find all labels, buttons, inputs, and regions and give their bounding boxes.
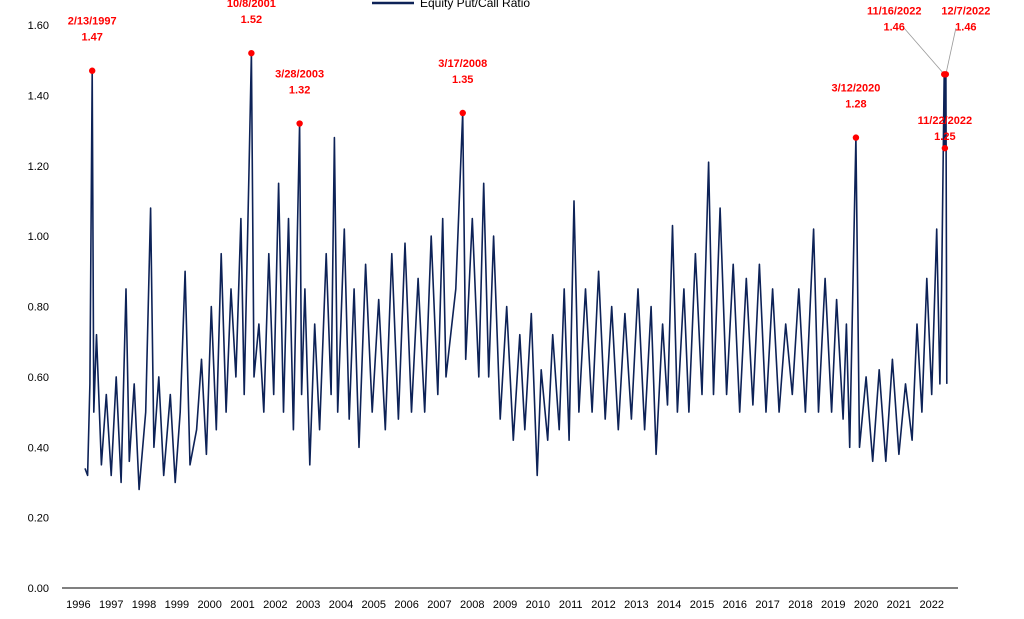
x-tick-label: 2003 [296, 599, 320, 611]
annotation-marker [942, 71, 950, 78]
annotation-leader-line [903, 28, 945, 75]
annotation-date-label: 2/13/1997 [68, 16, 117, 28]
x-tick-label: 1999 [165, 599, 189, 611]
y-tick-label: 1.40 [28, 90, 49, 102]
annotation-marker [296, 120, 303, 127]
x-tick-label: 1996 [66, 599, 90, 611]
x-tick-label: 2019 [821, 599, 845, 611]
x-tick-label: 1998 [132, 599, 156, 611]
y-tick-label: 0.20 [28, 513, 49, 525]
annotation-value-label: 1.46 [884, 21, 905, 33]
x-tick-label: 2017 [755, 599, 779, 611]
x-tick-label: 2020 [854, 599, 878, 611]
annotation-value-label: 1.47 [81, 32, 102, 44]
y-tick-label: 0.80 [28, 302, 49, 314]
annotation-leader-line [945, 28, 957, 75]
annotation-value-label: 1.28 [845, 99, 866, 111]
x-tick-label: 2008 [460, 599, 484, 611]
annotation-marker [459, 109, 466, 117]
x-tick-label: 2011 [559, 599, 583, 611]
x-tick-label: 2015 [690, 599, 714, 611]
annotation-value-label: 1.32 [289, 85, 310, 97]
annotation-date-label: 12/7/2022 [941, 5, 990, 17]
chart-legend: Equity Put/Call Ratio [372, 0, 530, 10]
x-tick-label: 2002 [263, 599, 287, 611]
y-tick-label: 0.60 [28, 372, 49, 384]
annotation-marker [852, 134, 860, 141]
x-tick-label: 2013 [624, 599, 648, 611]
annotation-value-label: 1.46 [955, 21, 976, 33]
x-tick-label: 2004 [329, 599, 353, 611]
annotation-marker [248, 49, 255, 57]
x-tick-label: 2014 [657, 599, 681, 611]
annotation-date-label: 11/22/2022 [918, 115, 972, 127]
x-tick-label: 2022 [920, 599, 944, 611]
x-tick-label: 2010 [526, 599, 550, 611]
annotation-date-label: 3/28/2003 [275, 69, 324, 81]
y-tick-label: 1.20 [28, 161, 49, 173]
x-tick-label: 2018 [788, 599, 812, 611]
series-group [84, 52, 948, 491]
y-tick-label: 1.00 [28, 231, 49, 243]
annotation-date-label: 3/12/2020 [831, 83, 880, 95]
x-tick-label: 2006 [394, 599, 418, 611]
x-tick-label: 2009 [493, 599, 517, 611]
annotation-marker [941, 144, 949, 152]
annotation-value-label: 1.52 [241, 14, 262, 26]
annotation-date-label: 10/8/2001 [227, 0, 276, 10]
x-tick-label: 2021 [887, 599, 911, 611]
x-tick-label: 2000 [197, 599, 221, 611]
y-axis-ticks: 0.00 0.20 0.40 0.60 0.80 1.00 1.20 1.40 1.60 [28, 20, 49, 595]
x-tick-label: 2005 [362, 599, 386, 611]
x-tick-label: 1997 [99, 599, 123, 611]
y-tick-label: 1.60 [28, 20, 49, 32]
annotation-value-label: 1.25 [934, 131, 955, 143]
x-tick-label: 2012 [591, 599, 615, 611]
x-axis-ticks: 1996 1997 1998 1999 2000 2001 2002 2003 2004 2005… [66, 599, 944, 611]
x-tick-label: 2007 [427, 599, 451, 611]
y-tick-label: 0.00 [28, 583, 49, 595]
annotation-value-label: 1.35 [452, 74, 473, 86]
annotation-date-label: 11/16/2022 [867, 5, 921, 17]
annotation-marker [88, 67, 96, 74]
annotations-group: 2/13/1997 1.47 10/8/2001 1.52 3/28/2003 1.32 3… [68, 0, 990, 152]
annotation-date-label: 3/17/2008 [438, 58, 487, 70]
series-line-equity-put-call-ratio [84, 52, 948, 491]
x-tick-label: 2001 [230, 599, 254, 611]
x-tick-label: 2016 [723, 599, 747, 611]
legend-entry: Equity Put/Call Ratio [420, 0, 530, 10]
y-tick-label: 0.40 [28, 442, 49, 454]
